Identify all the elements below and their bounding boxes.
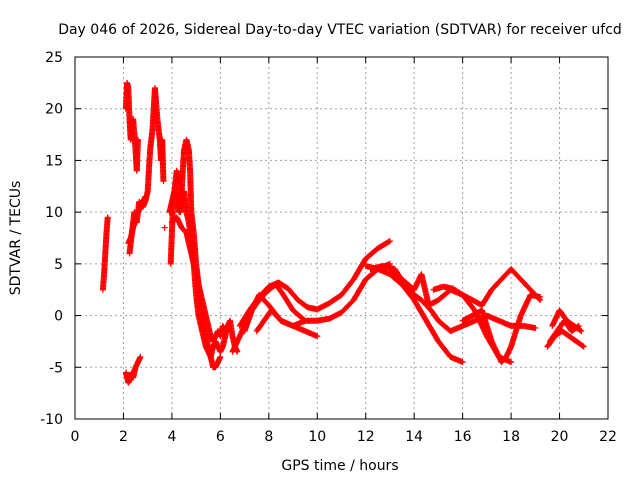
x-tick-label: 20	[551, 429, 569, 445]
data-point	[574, 323, 581, 330]
x-tick-label: 18	[502, 429, 520, 445]
data-point	[575, 322, 582, 329]
series-single	[161, 224, 168, 231]
data-point	[580, 343, 587, 350]
y-tick-label: 5	[54, 257, 63, 273]
data-point	[104, 214, 111, 221]
series-late-c	[546, 317, 582, 345]
grid-lines	[75, 57, 608, 419]
data-point	[142, 193, 149, 200]
data-point	[314, 333, 321, 340]
chart-title: Day 046 of 2026, Sidereal Day-to-day VTE…	[58, 22, 622, 38]
series-rise-b	[125, 193, 149, 247]
series-decline-e	[459, 291, 544, 366]
x-tick-label: 10	[308, 429, 326, 445]
data-point	[577, 327, 584, 334]
series-early-b	[122, 353, 144, 386]
series-peak-a	[122, 79, 141, 174]
axis-ticks: 0 2 4 6 8 10 12 14 16 18 20 22 -10 -5 0 5 10 15 20 25	[40, 50, 617, 445]
y-tick-label: 25	[45, 50, 63, 66]
series-early-a	[99, 214, 111, 293]
data-point	[161, 224, 168, 231]
x-tick-label: 6	[216, 429, 225, 445]
x-tick-label: 2	[119, 429, 128, 445]
data-point	[579, 342, 586, 349]
plot-frame	[74, 56, 609, 420]
data-point	[537, 293, 544, 300]
series-storm-c	[168, 214, 241, 355]
x-tick-label: 4	[167, 429, 176, 445]
data-point	[134, 136, 141, 143]
series-wave-b	[236, 238, 393, 329]
data-point	[386, 238, 393, 245]
y-tick-label: 20	[45, 102, 63, 118]
y-axis-label: SDTVAR / TECUs	[8, 181, 24, 296]
x-tick-label: 22	[599, 429, 617, 445]
data-point	[532, 324, 539, 331]
data-point	[137, 353, 144, 360]
x-tick-label: 12	[357, 429, 375, 445]
x-tick-label: 8	[264, 429, 273, 445]
data-point	[385, 238, 392, 245]
data-point	[160, 178, 167, 185]
series-wave-d	[253, 307, 309, 335]
y-tick-label: -5	[49, 360, 63, 376]
y-tick-label: 15	[45, 153, 63, 169]
data-point	[302, 317, 309, 324]
data-point	[459, 359, 466, 366]
x-tick-label: 14	[405, 429, 423, 445]
y-tick-label: 10	[45, 205, 63, 221]
data-point	[508, 359, 515, 366]
data-point	[217, 353, 224, 360]
data-series	[99, 79, 587, 386]
y-tick-label: 0	[54, 309, 63, 325]
y-tick-label: -10	[40, 412, 63, 428]
x-tick-label: 16	[454, 429, 472, 445]
x-tick-label: 0	[71, 429, 80, 445]
x-axis-label: GPS time / hours	[281, 458, 398, 474]
data-point	[578, 328, 585, 335]
